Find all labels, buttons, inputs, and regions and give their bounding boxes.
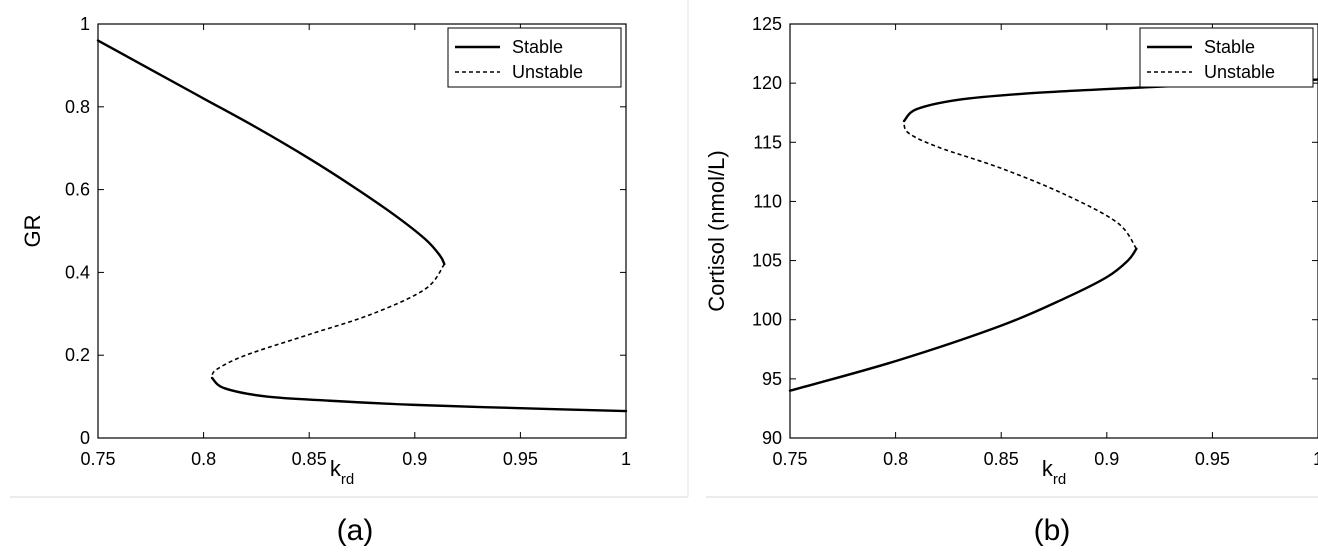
axis-ticks-a: 0.75 0.8 0.85 0.9 0.95 1 0 0.2 0.4 0.6 0.8 1 — [65, 14, 631, 469]
legend-stable-label-b: Stable — [1204, 37, 1255, 57]
y-tick-label: 90 — [762, 428, 782, 448]
x-axis-label-b-sub: rd — [1053, 471, 1066, 488]
chart-panel-b: 0.75 0.8 0.85 0.9 0.95 1 90 95 100 105 110 115 120 12… — [704, 14, 1318, 547]
y-tick-label: 125 — [752, 14, 782, 34]
x-tick-label: 0.95 — [1195, 449, 1230, 469]
y-tick-label: 105 — [752, 251, 782, 271]
stable-branch-line — [210, 376, 628, 413]
unstable-branch-line — [211, 263, 446, 379]
legend-a: Stable Unstable — [447, 27, 622, 88]
stable-branch-line — [96, 39, 446, 266]
y-tick-label: 0.8 — [65, 97, 90, 117]
x-tick-label: 0.85 — [292, 449, 327, 469]
panel-label-a: (a) — [337, 514, 374, 547]
y-tick-label: 110 — [753, 191, 782, 211]
y-tick-label: 1 — [80, 14, 90, 34]
legend-b: Stable Unstable — [1139, 27, 1314, 88]
x-tick-label: 0.85 — [984, 449, 1019, 469]
x-axis-label-a-sub: rd — [341, 471, 354, 488]
panel-label-b: (b) — [1034, 514, 1071, 547]
x-tick-label: 0.75 — [772, 449, 807, 469]
stable-branch-line — [788, 247, 1138, 392]
y-tick-label: 0.6 — [65, 180, 90, 200]
curves-a — [96, 39, 628, 413]
x-axis-label-a: krd — [330, 456, 354, 488]
x-axis-label-b-main: k — [1042, 456, 1054, 481]
x-tick-label: 1 — [1313, 449, 1318, 469]
legend-unstable-label-a: Unstable — [512, 62, 583, 82]
x-tick-label: 0.9 — [402, 449, 427, 469]
y-tick-label: 0 — [80, 428, 90, 448]
x-axis-label-b: krd — [1042, 456, 1066, 488]
x-tick-label: 0.95 — [503, 449, 538, 469]
x-tick-label: 0.75 — [80, 449, 115, 469]
x-axis-label-a-main: k — [330, 456, 342, 481]
axis-ticks-b: 0.75 0.8 0.85 0.9 0.95 1 90 95 100 105 110 115 120 12… — [752, 14, 1318, 469]
legend-box-b — [1139, 27, 1314, 88]
y-tick-label: 120 — [752, 73, 782, 93]
legend-box-a — [447, 27, 622, 88]
y-tick-label: 0.2 — [65, 345, 90, 365]
x-tick-label: 0.8 — [191, 449, 216, 469]
y-tick-label: 115 — [753, 132, 782, 152]
unstable-branch-line — [903, 120, 1138, 250]
y-tick-label: 95 — [762, 369, 782, 389]
y-tick-label: 100 — [752, 310, 782, 330]
x-tick-label: 0.9 — [1094, 449, 1119, 469]
chart-panel-a: 0.75 0.8 0.85 0.9 0.95 1 0 0.2 0.4 0.6 0.8 1 GR krd… — [20, 14, 631, 547]
legend-stable-label-a: Stable — [512, 37, 563, 57]
x-tick-label: 1 — [621, 449, 631, 469]
x-tick-label: 0.8 — [883, 449, 908, 469]
y-axis-label-b: Cortisol (nmol/L) — [704, 150, 729, 311]
legend-unstable-label-b: Unstable — [1204, 62, 1275, 82]
plot-area-a — [97, 23, 627, 439]
y-axis-label-a: GR — [20, 215, 45, 248]
y-tick-label: 0.4 — [65, 262, 90, 282]
